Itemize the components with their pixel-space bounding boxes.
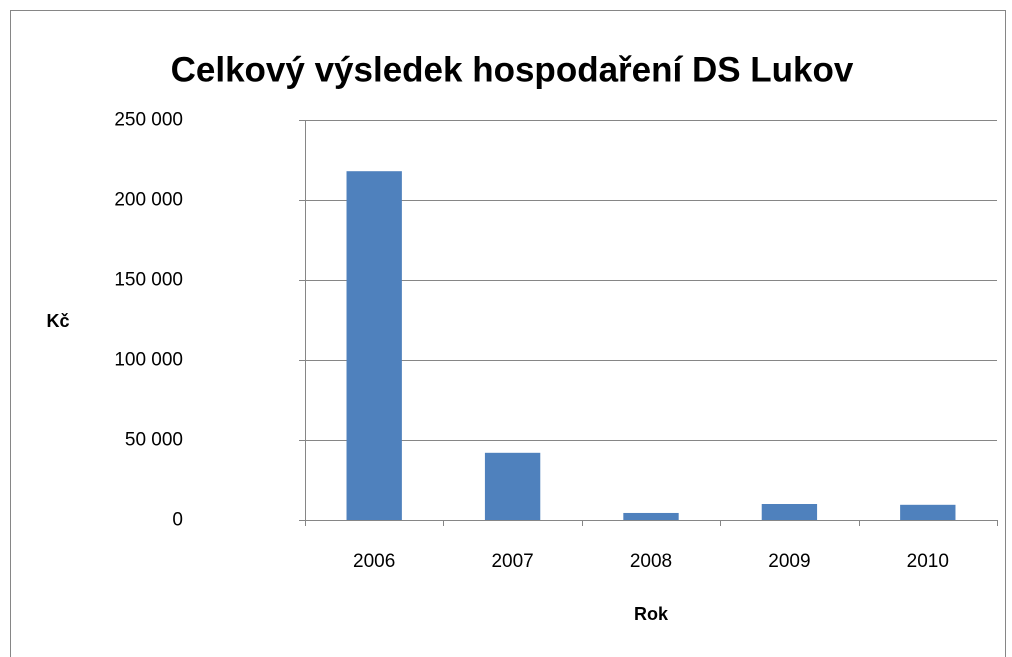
y-axis-label: Kč [46,311,69,331]
y-tick-label: 200 000 [114,190,183,211]
bar [761,504,818,520]
bar [484,452,541,520]
y-tick-label: 0 [172,510,183,531]
x-tick-label: 2009 [768,551,810,572]
x-axis-label: Rok [634,604,669,624]
chart-frame [10,10,1006,657]
chart-title: Celkový výsledek hospodaření DS Lukov [171,50,854,89]
x-tick-label: 2006 [353,551,395,572]
y-tick-label: 100 000 [114,350,183,371]
bar [623,512,679,520]
y-tick-label: 50 000 [125,430,183,451]
bar [346,171,402,520]
x-tick-label: 2008 [630,551,672,572]
y-tick-label: 250 000 [114,110,183,131]
x-tick-label: 2010 [907,551,949,572]
bar [900,504,956,520]
y-tick-label: 150 000 [114,270,183,291]
x-tick-label: 2007 [491,551,533,572]
